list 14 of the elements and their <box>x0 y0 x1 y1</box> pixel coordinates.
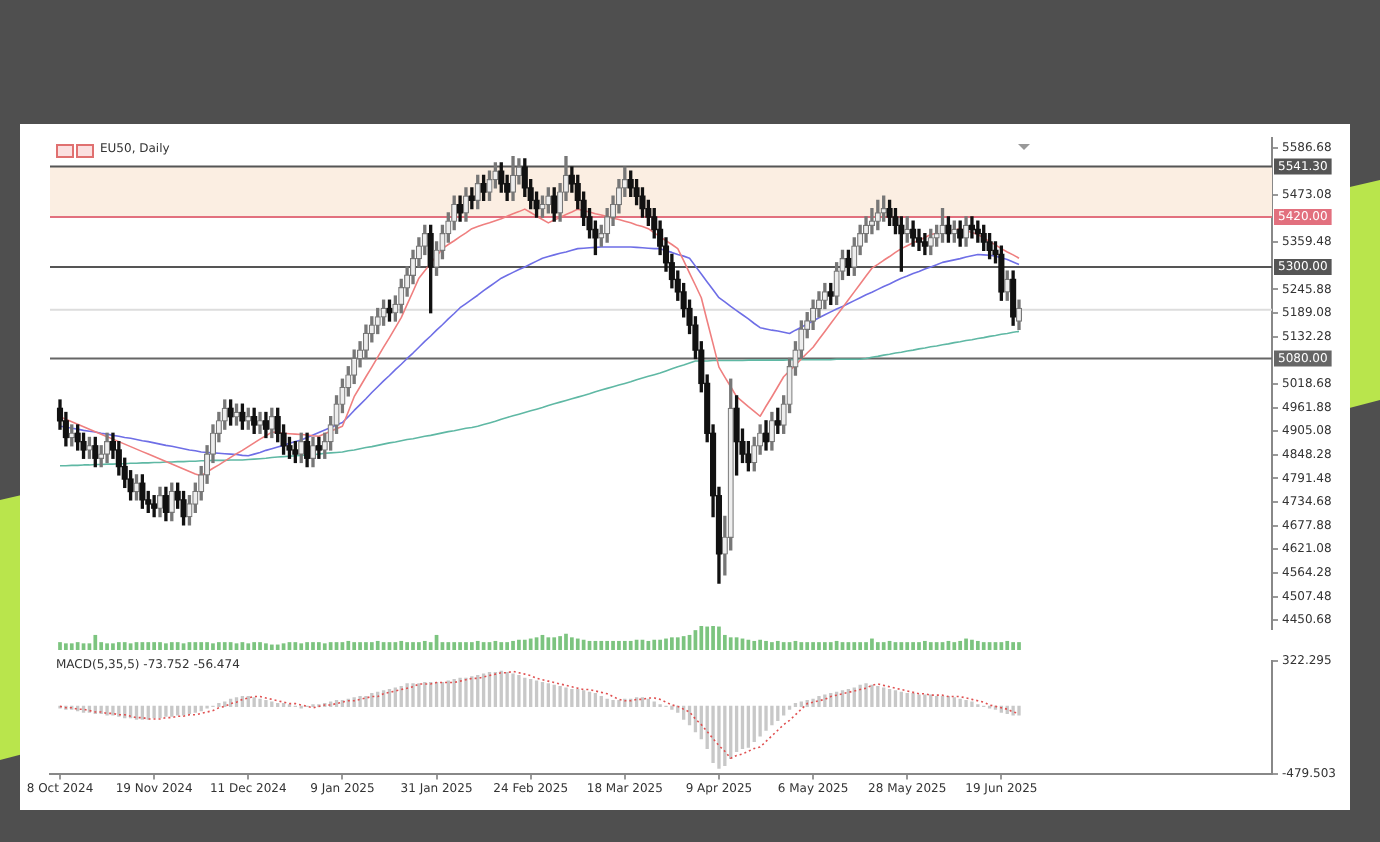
candlestick <box>821 282 828 310</box>
candlestick <box>362 324 369 360</box>
candlestick <box>156 486 164 518</box>
candlestick <box>256 411 264 434</box>
candlestick <box>810 299 817 330</box>
candlestick <box>462 187 470 222</box>
candlestick <box>963 216 970 247</box>
candlestick <box>868 208 875 235</box>
candlestick <box>309 436 317 468</box>
candlestick <box>1015 299 1023 330</box>
candlestick <box>768 411 775 451</box>
candlestick <box>509 156 517 202</box>
line-series <box>59 670 1020 760</box>
candlestick <box>104 432 111 464</box>
